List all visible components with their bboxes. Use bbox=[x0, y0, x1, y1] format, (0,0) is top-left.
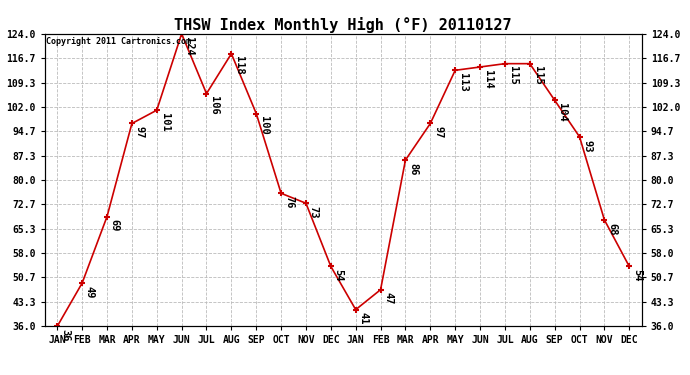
Text: 54: 54 bbox=[632, 269, 642, 282]
Text: 69: 69 bbox=[110, 219, 120, 232]
Text: 47: 47 bbox=[384, 292, 393, 305]
Text: 101: 101 bbox=[159, 113, 170, 132]
Text: Copyright 2011 Cartronics.com: Copyright 2011 Cartronics.com bbox=[46, 37, 191, 46]
Text: 115: 115 bbox=[508, 66, 518, 85]
Text: 93: 93 bbox=[582, 140, 592, 152]
Text: 97: 97 bbox=[433, 126, 443, 139]
Text: 97: 97 bbox=[135, 126, 145, 139]
Text: 49: 49 bbox=[85, 286, 95, 298]
Text: 86: 86 bbox=[408, 163, 418, 176]
Title: THSW Index Monthly High (°F) 20110127: THSW Index Monthly High (°F) 20110127 bbox=[175, 16, 512, 33]
Text: 114: 114 bbox=[483, 70, 493, 88]
Text: 118: 118 bbox=[234, 57, 244, 75]
Text: 124: 124 bbox=[184, 36, 195, 55]
Text: 76: 76 bbox=[284, 196, 294, 208]
Text: 115: 115 bbox=[533, 66, 542, 85]
Text: 41: 41 bbox=[359, 312, 368, 325]
Text: 54: 54 bbox=[334, 269, 344, 282]
Text: 36: 36 bbox=[60, 329, 70, 342]
Text: 100: 100 bbox=[259, 116, 269, 135]
Text: 113: 113 bbox=[458, 73, 468, 92]
Text: 68: 68 bbox=[607, 223, 617, 235]
Text: 104: 104 bbox=[558, 103, 567, 122]
Text: 106: 106 bbox=[209, 96, 219, 115]
Text: 73: 73 bbox=[308, 206, 319, 219]
